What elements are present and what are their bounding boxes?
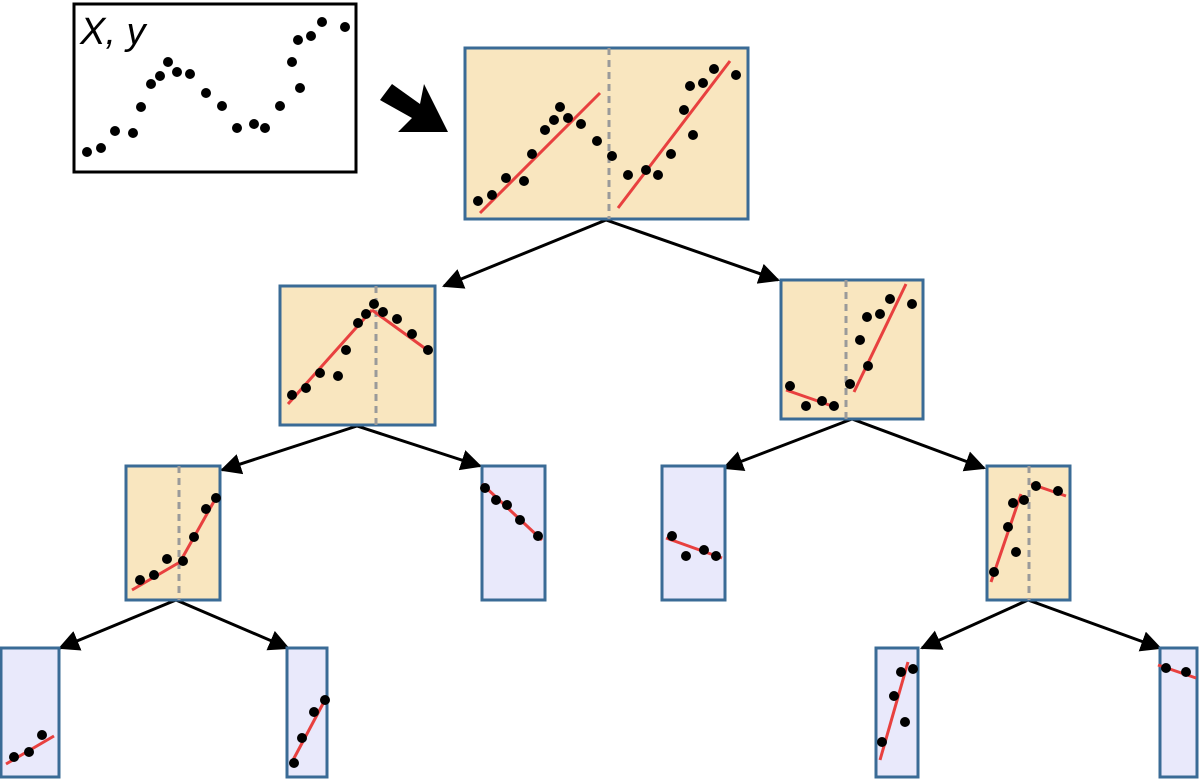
tree-leaf-ll-right [285,646,330,779]
input-data-box: X, y [72,2,358,174]
tree-node-left [278,284,437,427]
tree-leaf-ll-left [0,646,61,779]
tree-leaf-rr-left [874,646,920,779]
tree-node-left-left [124,464,222,602]
input-points [82,17,350,157]
tree-edges [58,218,1162,652]
tree-leaf-rr-right [1157,646,1199,779]
tree-node-right [779,278,925,421]
big-arrow-icon [380,84,448,132]
tree-node-right-right [985,464,1072,602]
tree-leaf-left-right [480,464,547,602]
input-label: X, y [79,11,147,53]
tree-node-root [463,46,750,221]
tree-leaf-right-left [660,464,727,602]
